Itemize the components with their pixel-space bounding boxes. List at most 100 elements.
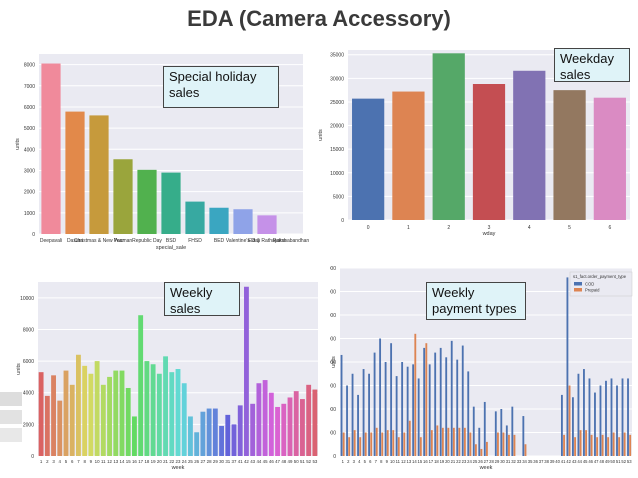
x-tick-label: 42 (566, 459, 571, 464)
bar (219, 425, 224, 456)
x-tick-label: 19 (151, 459, 156, 464)
bar (375, 427, 378, 456)
x-tick-label: 1 (407, 225, 410, 231)
y-axis-label: units (331, 356, 337, 368)
x-axis-label: special_sale (156, 245, 186, 251)
x-tick-label: 13 (407, 459, 412, 464)
bar (69, 384, 75, 456)
x-tick-label: 24 (182, 459, 187, 464)
legend-swatch (574, 288, 582, 292)
x-tick-label: 6 (608, 225, 611, 231)
bar (225, 414, 231, 456)
bar (566, 277, 569, 456)
bar (513, 70, 546, 221)
bar (553, 90, 586, 220)
bar (163, 356, 168, 456)
x-tick-label: Eid & Rathayatra (248, 238, 286, 244)
x-tick-label: 3 (488, 225, 491, 231)
x-tick-label: 43 (572, 459, 577, 464)
bar (483, 401, 486, 456)
x-tick-label: 37 (232, 459, 237, 464)
holiday-sales-chart: 0 1000 2000 3000 4000 5000 6000 7000 8000 Deepava… (13, 44, 309, 252)
x-tick-label: 18 (144, 459, 149, 464)
x-tick-label: 0 (367, 225, 370, 231)
x-tick-label: 27 (200, 459, 205, 464)
bar (161, 172, 181, 234)
y-tick-label: 1000 (330, 431, 336, 437)
bar (574, 437, 576, 456)
bar (175, 369, 181, 456)
bar (629, 434, 632, 456)
x-tick-label: 19 (440, 459, 445, 464)
x-tick-label: 27 (484, 459, 489, 464)
y-tick-label: 3000 (24, 168, 35, 174)
x-tick-label: 17 (429, 459, 434, 464)
bar (610, 378, 613, 456)
bar (583, 369, 585, 456)
bar (200, 411, 206, 456)
bar (348, 437, 351, 456)
bar (463, 427, 466, 456)
x-tick-label: 4 (528, 225, 531, 231)
x-tick-label: 28 (207, 459, 212, 464)
x-tick-label: 37 (539, 459, 544, 464)
x-tick-label: 43 (250, 459, 255, 464)
legend-swatch (574, 282, 582, 286)
y-tick-label: 6000 (330, 313, 336, 319)
x-tick-label: 11 (396, 459, 401, 464)
y-tick-label: 8000 (23, 327, 34, 333)
x-tick-label: 53 (312, 459, 317, 464)
x-tick-label: 31 (506, 459, 511, 464)
y-tick-label: 2000 (23, 422, 34, 428)
legend-label: Prepaid (585, 288, 600, 293)
bar (76, 354, 81, 456)
bar (572, 397, 574, 456)
bar (403, 432, 406, 456)
bar (231, 424, 237, 456)
x-tick-label: 38 (544, 459, 549, 464)
x-tick-label: 45 (263, 459, 268, 464)
bar (370, 432, 373, 456)
bar (306, 384, 312, 456)
y-axis-label: units (15, 138, 21, 150)
payment-types-chart: 0100020003000400050006000700080001234567… (330, 262, 636, 472)
x-tick-label: 10 (390, 459, 395, 464)
x-tick-label: 40 (555, 459, 560, 464)
bar (364, 432, 367, 456)
bar (113, 159, 133, 234)
y-tick-label: 10000 (330, 171, 344, 177)
bar (82, 365, 88, 456)
x-tick-label: 4 (59, 459, 62, 464)
x-tick-label: 2 (447, 225, 450, 231)
bar (612, 432, 615, 456)
x-tick-label: 29 (213, 459, 218, 464)
bar (132, 416, 137, 456)
x-tick-label: 30 (219, 459, 224, 464)
bar (579, 430, 582, 456)
holiday-callout: Special holiday sales (163, 66, 279, 108)
bar (596, 437, 599, 456)
bar (392, 91, 425, 220)
bar (423, 347, 426, 456)
x-tick-label: 48 (281, 459, 286, 464)
x-tick-label: 3 (52, 459, 55, 464)
x-tick-label: 44 (256, 459, 261, 464)
x-tick-label: 46 (588, 459, 593, 464)
bar (150, 364, 156, 456)
y-tick-label: 7000 (330, 290, 336, 296)
bar (212, 408, 218, 456)
bar (119, 370, 125, 456)
y-tick-label: 6000 (23, 359, 34, 365)
x-tick-label: 34 (522, 459, 527, 464)
bar (594, 392, 596, 456)
x-tick-label: 7 (77, 459, 80, 464)
bar (408, 420, 411, 456)
bar (113, 370, 119, 456)
bar (390, 343, 393, 456)
bar (452, 427, 455, 456)
bar (362, 369, 365, 456)
bar (513, 434, 516, 456)
bar (621, 378, 624, 456)
bar (605, 380, 607, 456)
bar (524, 444, 527, 456)
